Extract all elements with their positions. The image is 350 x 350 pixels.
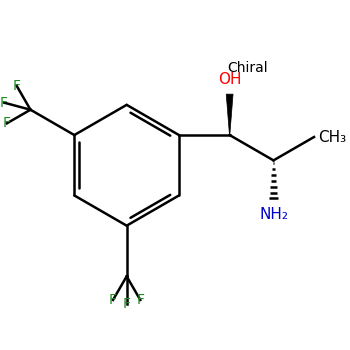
Text: F: F <box>122 296 131 310</box>
Text: Chiral: Chiral <box>227 61 267 75</box>
Text: F: F <box>3 116 11 130</box>
Text: F: F <box>13 79 21 93</box>
Text: F: F <box>136 293 144 307</box>
Text: F: F <box>109 293 117 307</box>
Text: CH₃: CH₃ <box>318 130 346 145</box>
Polygon shape <box>226 94 233 135</box>
Text: F: F <box>0 96 8 110</box>
Text: NH₂: NH₂ <box>259 207 288 222</box>
Text: OH: OH <box>218 72 242 87</box>
